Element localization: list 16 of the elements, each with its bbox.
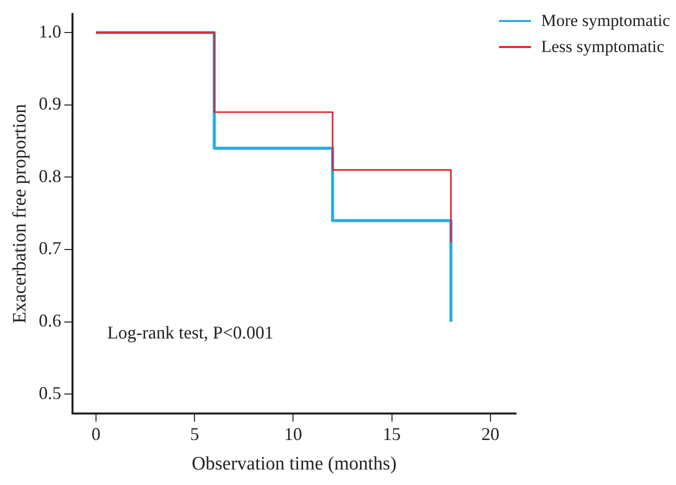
legend-label: More symptomatic [541,11,670,31]
y-tick-label: 0.5 [38,382,62,403]
x-tick-label: 10 [284,424,302,444]
y-tick-label: 0.7 [38,238,62,258]
y-axis-title: Exacerbation free proportion [9,103,30,324]
x-tick-label: 0 [91,424,100,444]
y-tick-label: 0.9 [38,94,62,114]
y-tick-label: 0.8 [38,166,62,186]
y-tick-label: 1.0 [38,21,62,42]
x-axis-title: Observation time (months) [192,454,397,475]
annotation: Log-rank test, P<0.001 [107,322,274,342]
y-tick-label: 0.6 [38,310,62,331]
x-tick-label: 15 [382,424,401,444]
x-tick-label: 5 [190,424,200,444]
x-tick-label: 20 [481,424,500,444]
legend-label: Less symptomatic [541,37,664,57]
